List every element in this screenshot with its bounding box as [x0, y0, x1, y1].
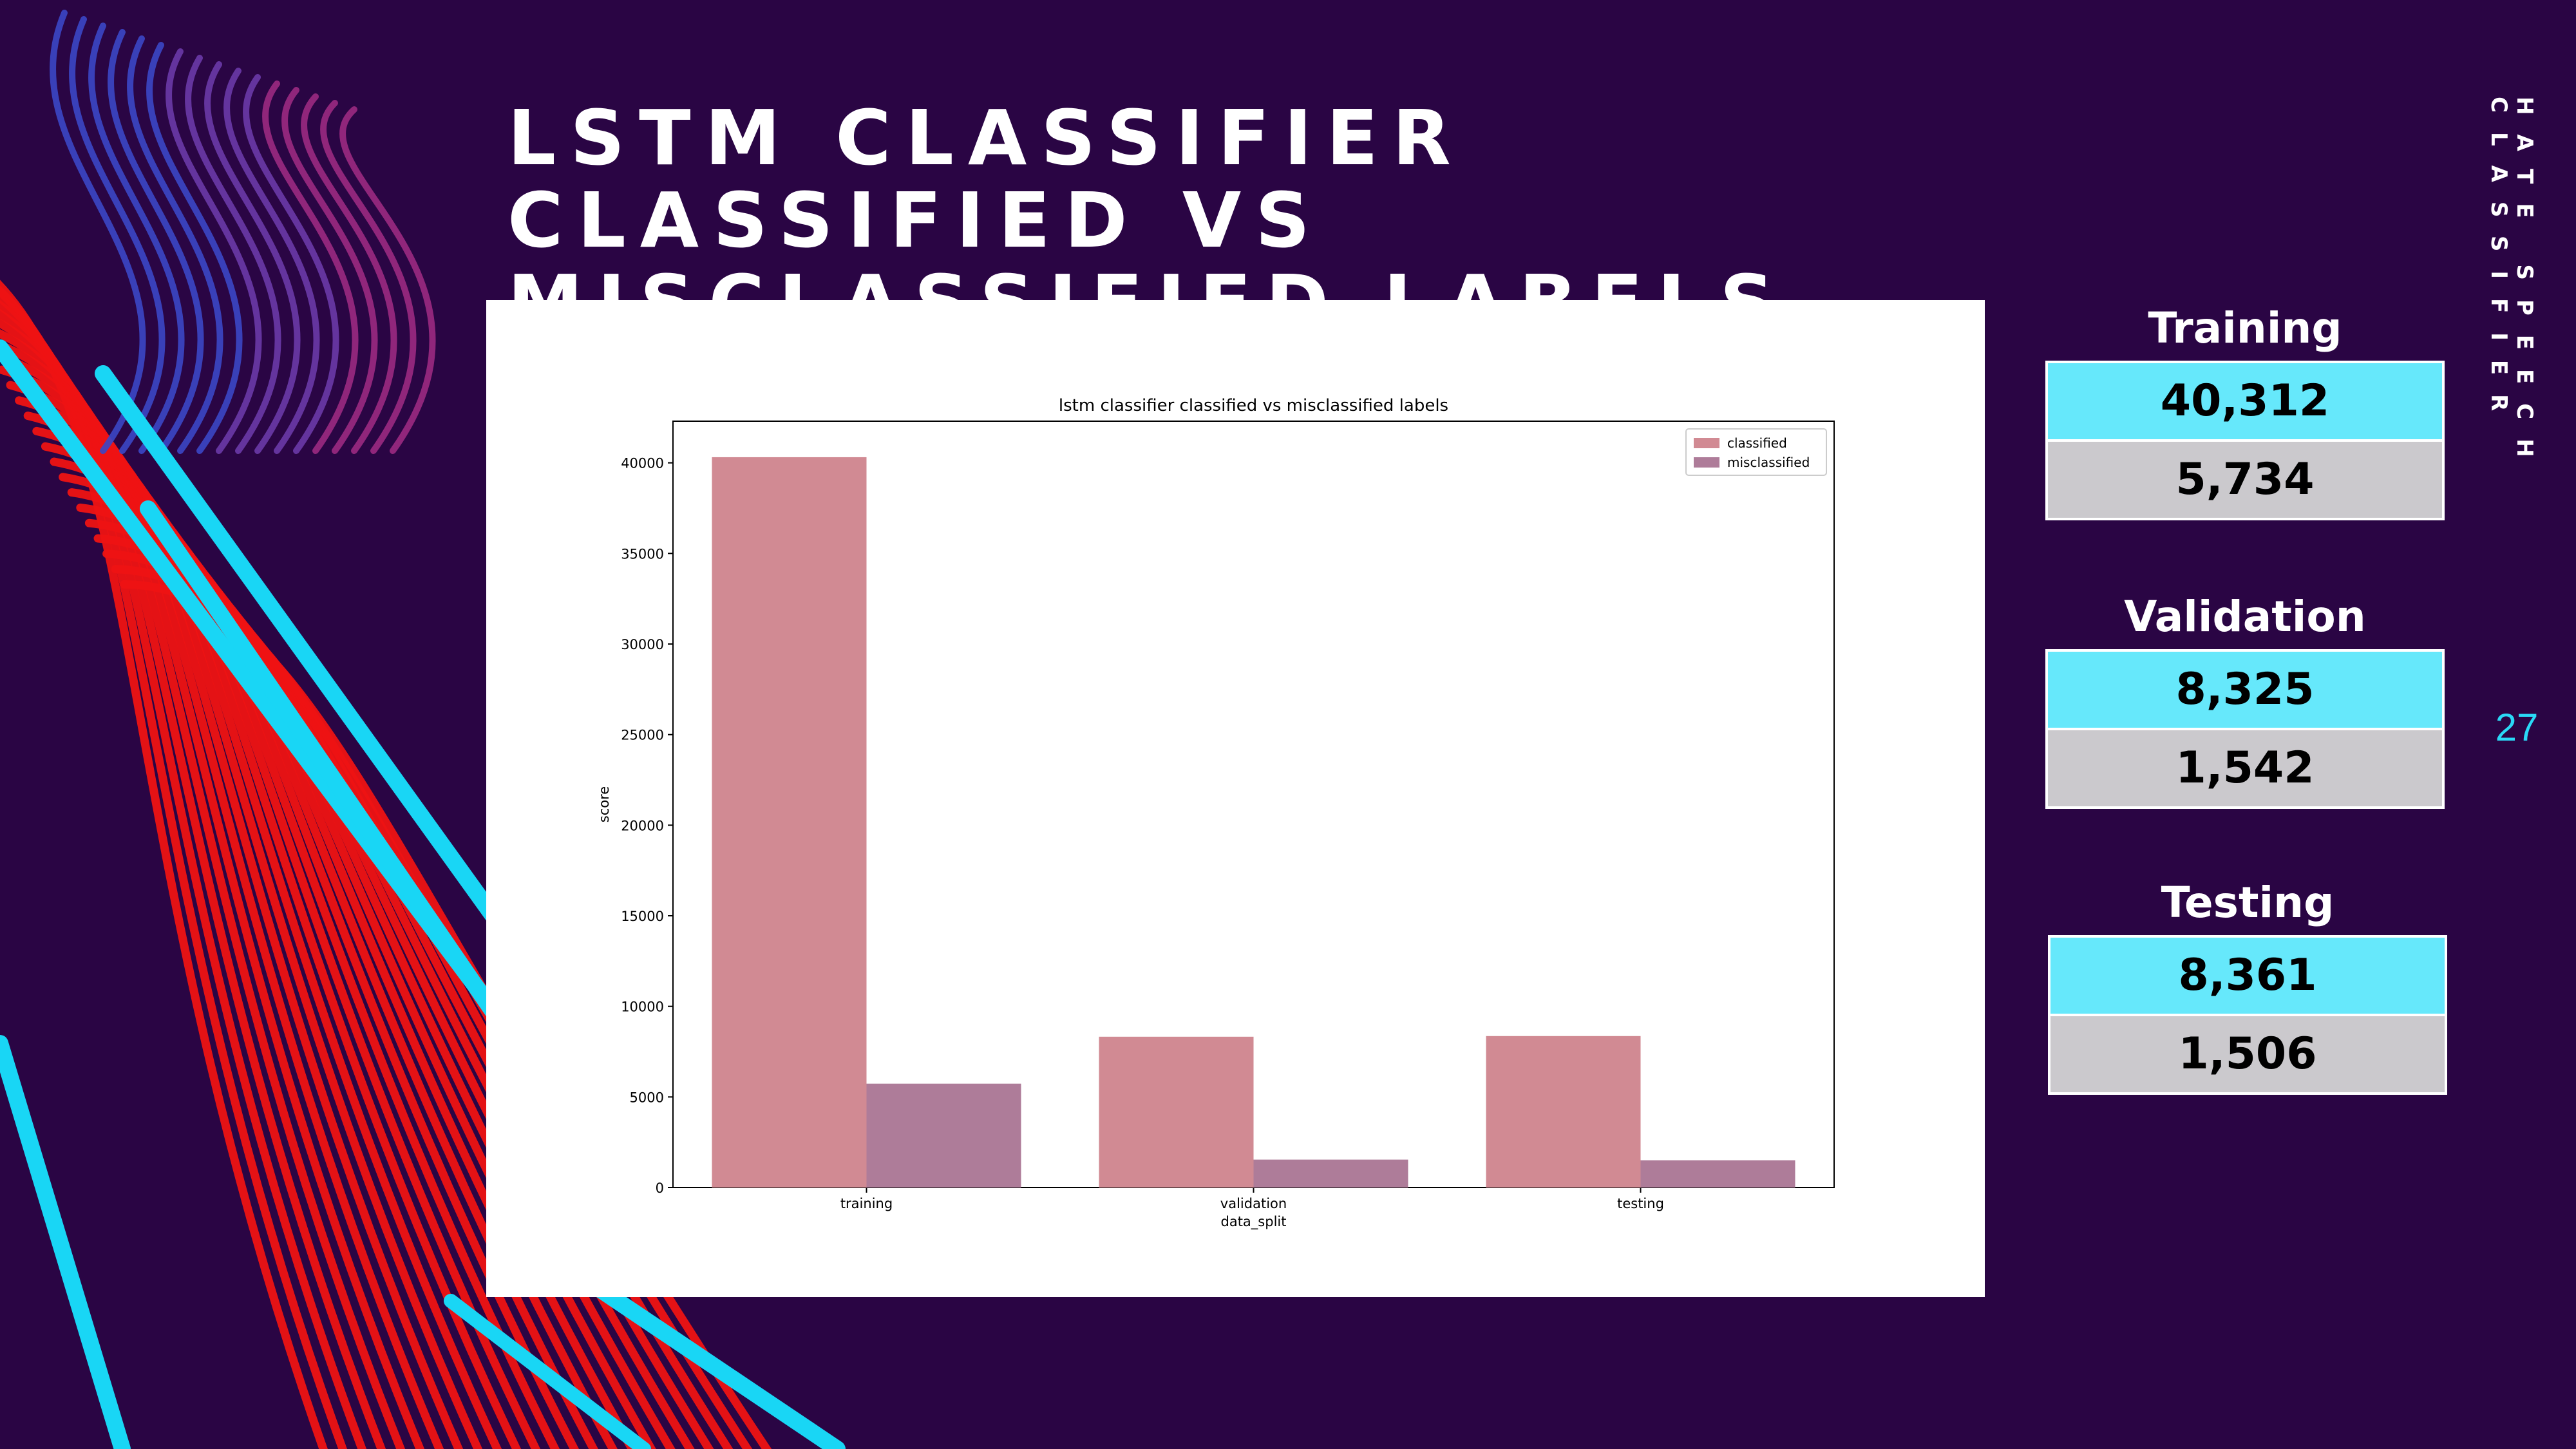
bar-classified-testing	[1486, 1036, 1641, 1188]
wave-line	[281, 87, 378, 454]
testing-stat-group: Testing 8,361 1,506	[2048, 871, 2447, 1095]
legend-swatch-classified	[1694, 438, 1719, 448]
legend-box	[1685, 428, 1827, 476]
classified-count: 40,312	[2048, 363, 2442, 439]
y-tick-label: 10000	[621, 999, 664, 1015]
wave-line	[166, 48, 262, 454]
bar-chart: lstm classifier classified vs misclassif…	[596, 396, 1835, 1230]
training-stat-group: Training 40,312 5,734	[2045, 296, 2445, 520]
misclassified-count: 1,542	[2048, 730, 2442, 806]
stat-heading: Validation	[2124, 592, 2366, 641]
misclassified-count: 5,734	[2048, 442, 2442, 518]
bar-classified-training	[712, 457, 867, 1188]
validation-stat-group: Validation 8,325 1,542	[2045, 585, 2445, 809]
legend-label-classified: classified	[1727, 435, 1787, 451]
wave-line	[223, 68, 320, 454]
wave-line	[301, 93, 397, 454]
bar-misclassified-validation	[1253, 1159, 1408, 1188]
stat-heading: Testing	[2161, 878, 2334, 927]
wave-line	[50, 10, 146, 454]
wave-line	[23, 412, 560, 1449]
wave-line	[0, 365, 502, 1449]
stat-box: 8,361 1,506	[2048, 935, 2447, 1095]
wave-line	[88, 23, 185, 454]
wave-line	[69, 16, 166, 454]
x-tick-label: validation	[1220, 1196, 1287, 1211]
bar-classified-validation	[1099, 1036, 1254, 1188]
classified-count: 8,325	[2048, 652, 2442, 728]
wave-line	[204, 61, 301, 454]
classified-count: 8,361	[2050, 938, 2445, 1014]
x-axis-label: data_split	[1221, 1214, 1287, 1230]
misclassified-count: 1,506	[2050, 1016, 2445, 1092]
wave-line	[6, 381, 522, 1449]
chart-panel: lstm classifier classified vs misclassif…	[486, 300, 1985, 1297]
wave-line	[444, 1294, 651, 1449]
y-tick-label: 25000	[621, 728, 664, 743]
legend-swatch-misclassified	[1694, 457, 1719, 468]
bar-misclassified-training	[866, 1083, 1021, 1188]
wave-line	[262, 80, 359, 454]
wave-line	[185, 55, 281, 454]
x-tick-label: training	[840, 1196, 893, 1211]
wave-line	[41, 442, 599, 1449]
wave-line	[320, 100, 417, 454]
wave-line	[32, 426, 580, 1449]
stat-heading: Training	[2148, 303, 2342, 353]
y-tick-label: 30000	[621, 637, 664, 652]
chart-title: lstm classifier classified vs misclassif…	[1059, 396, 1448, 415]
stat-box: 40,312 5,734	[2045, 361, 2445, 520]
wave-line	[146, 42, 243, 454]
y-tick-label: 0	[656, 1180, 664, 1196]
x-tick-label: testing	[1617, 1196, 1664, 1211]
y-tick-label: 5000	[630, 1090, 664, 1105]
y-tick-label: 35000	[621, 546, 664, 562]
bar-misclassified-testing	[1640, 1160, 1795, 1188]
wave-line	[127, 35, 223, 454]
y-axis-label: score	[596, 786, 612, 822]
wave-line	[339, 106, 436, 454]
page-number: 27	[2495, 706, 2539, 749]
y-tick-label: 20000	[621, 818, 664, 833]
legend-label-misclassified: misclassified	[1727, 455, 1810, 470]
stat-box: 8,325 1,542	[2045, 649, 2445, 809]
y-tick-label: 40000	[621, 456, 664, 471]
wave-line	[243, 74, 339, 454]
wave-line	[108, 29, 204, 454]
side-label: HATE SPEECH CLASSIFIER	[2486, 97, 2537, 477]
y-tick-label: 15000	[621, 909, 664, 924]
wave-line	[0, 1035, 131, 1449]
